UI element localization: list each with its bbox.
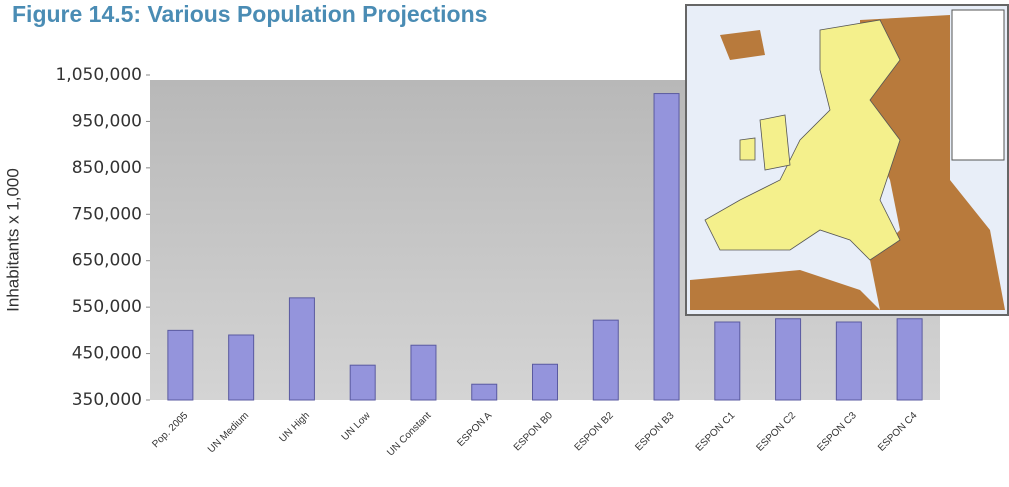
x-tick-label: UN Medium [206, 410, 251, 455]
y-axis-label: Inhabitants x 1,000 [3, 168, 22, 312]
bar [653, 93, 680, 401]
bar [835, 321, 862, 401]
x-tick-label: ESPON B0 [512, 410, 555, 453]
x-tick-label: UN Constant [385, 410, 433, 458]
bar [775, 318, 802, 401]
y-tick-label: 350,000 [72, 390, 142, 410]
bar [592, 319, 619, 401]
bar [167, 329, 194, 401]
x-tick-label: ESPON C4 [876, 410, 920, 454]
y-tick-label: 950,000 [72, 111, 142, 131]
y-tick-label: 750,000 [72, 204, 142, 224]
bar [349, 364, 376, 401]
x-tick-label: UN High [277, 410, 312, 445]
y-tick-label: 850,000 [72, 158, 142, 178]
bar [410, 344, 437, 401]
y-tick-label: 550,000 [72, 297, 142, 317]
y-tick-label: 650,000 [72, 251, 142, 271]
bar [471, 383, 498, 401]
x-tick-label: UN Low [340, 410, 373, 443]
bar [532, 363, 558, 401]
y-tick-label: 450,000 [72, 344, 142, 364]
x-tick-label: ESPON A [455, 410, 494, 449]
map-inset [685, 4, 1009, 316]
x-tick-label: Pop. 2005 [150, 410, 190, 450]
x-tick-label: ESPON C3 [815, 410, 859, 454]
bar [228, 334, 255, 401]
x-tick-label: ESPON C2 [755, 410, 799, 454]
x-tick-label: ESPON B2 [573, 410, 616, 453]
bar [896, 318, 923, 401]
x-tick-label: ESPON B3 [633, 410, 676, 453]
bar [714, 321, 741, 401]
x-tick-label: ESPON C1 [694, 410, 738, 454]
chart-title: Figure 14.5: Various Population Projecti… [12, 1, 487, 27]
bar [288, 297, 315, 401]
y-tick-label: 1,050,000 [55, 65, 142, 85]
